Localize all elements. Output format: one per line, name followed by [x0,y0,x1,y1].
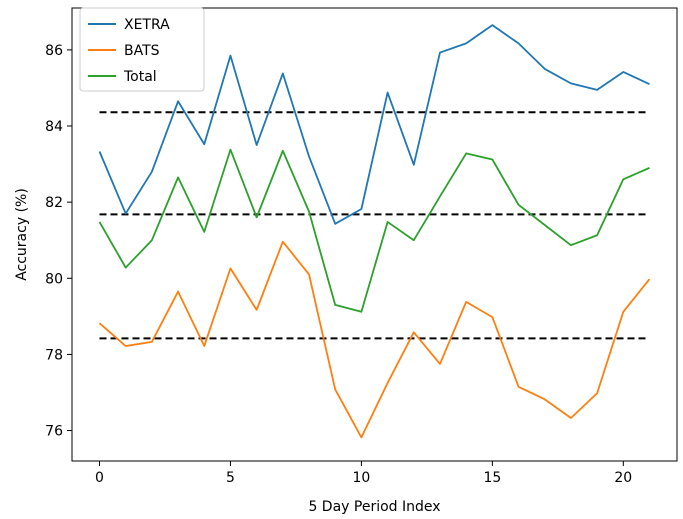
y-tick-label: 80 [45,271,63,287]
legend-label-xetra: XETRA [124,17,170,33]
series-line-xetra [98,24,650,225]
legend-label-bats: BATS [124,43,160,59]
y-tick-label: 76 [45,424,63,440]
reference-lines [99,111,650,340]
y-axis-ticks: 76 78 80 82 84 86 [45,43,72,440]
y-tick-label: 86 [45,43,63,59]
y-tick-label: 78 [45,347,63,363]
y-axis-label: Accuracy (%) [14,188,30,281]
series-line-total [98,148,650,313]
legend-label-total: Total [123,69,157,85]
plot-frame [71,7,678,462]
legend: XETRA BATS Total [79,7,205,92]
y-tick-label: 84 [45,119,63,135]
x-tick-label: 20 [614,470,632,486]
x-tick-label: 0 [95,470,104,486]
legend-box [79,7,205,92]
x-tick-label: 10 [352,470,370,486]
x-tick-label: 5 [226,470,235,486]
x-axis-label: 5 Day Period Index [308,499,440,515]
x-tick-label: 15 [483,470,501,486]
x-axis-ticks: 0 5 10 15 20 [95,461,632,486]
series-lines [98,24,651,439]
series-line-bats [98,240,651,439]
y-tick-label: 82 [45,195,63,211]
